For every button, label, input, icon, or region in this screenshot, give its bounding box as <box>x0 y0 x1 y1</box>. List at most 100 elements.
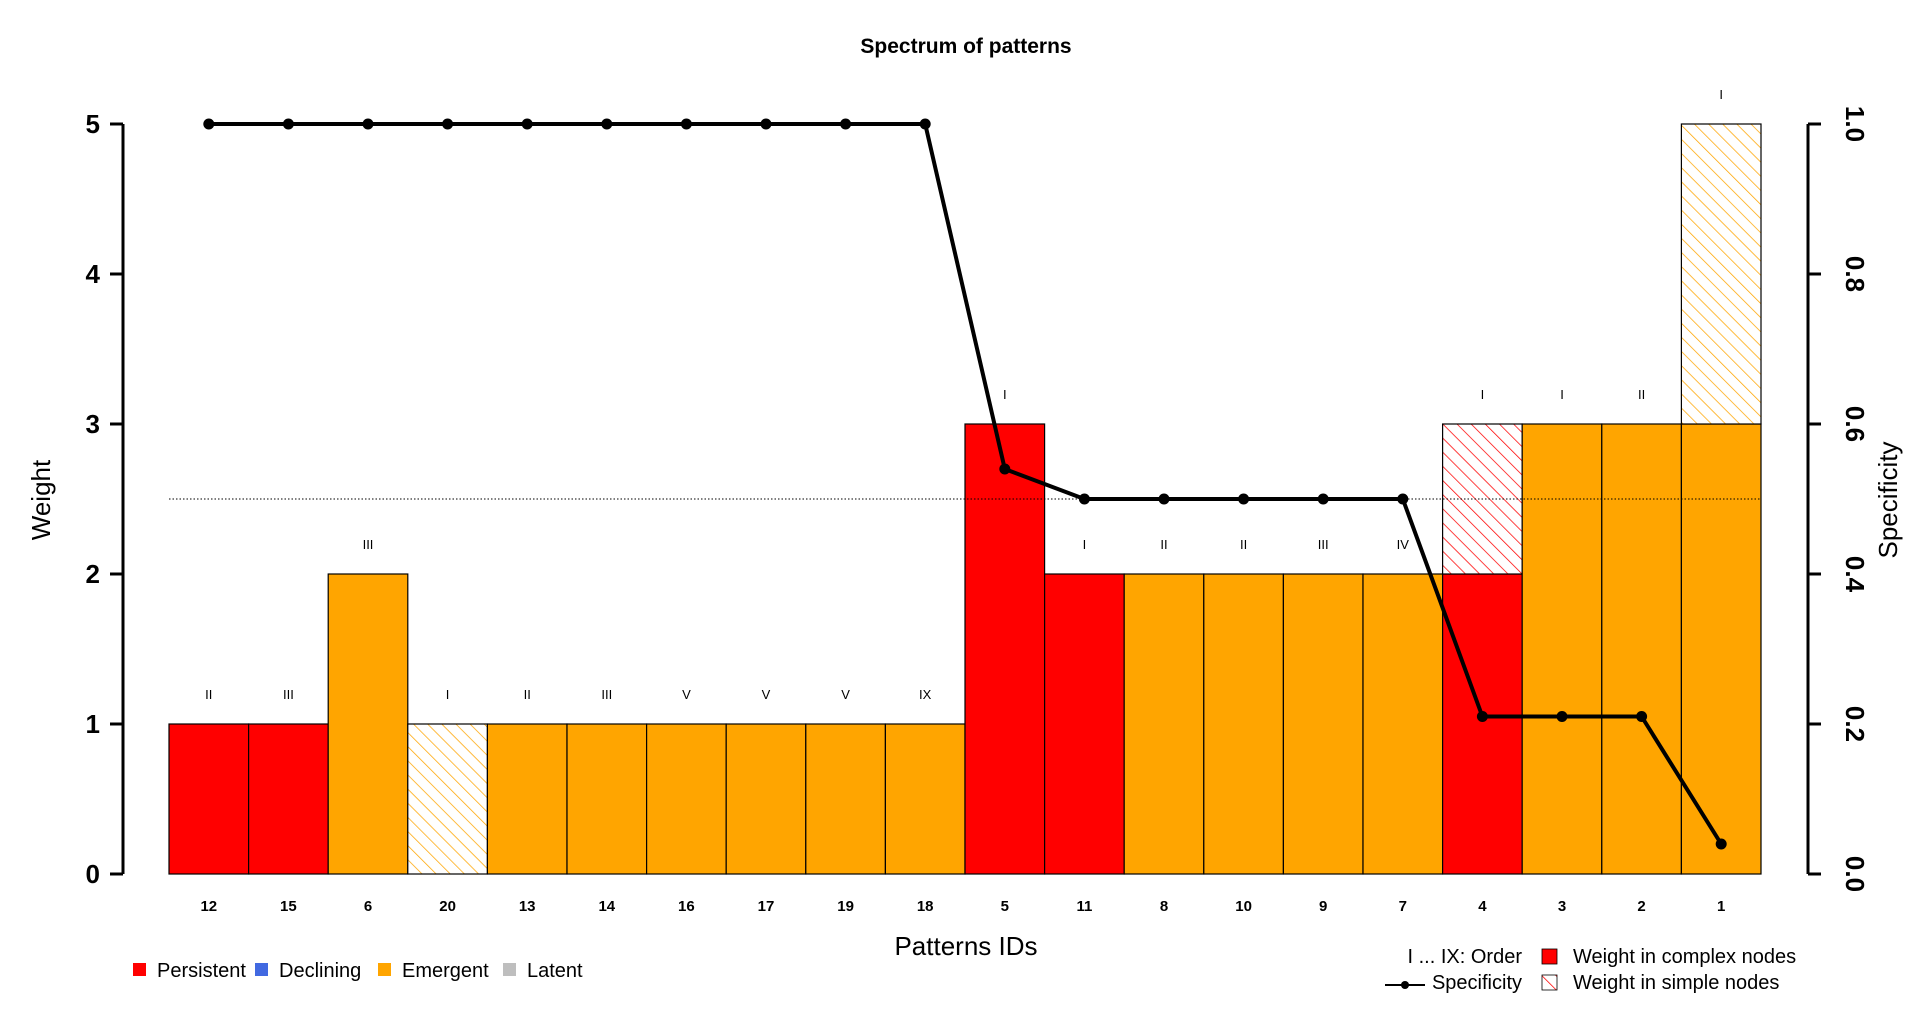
bar-complex-18 <box>884 723 966 875</box>
specificity-point-5 <box>999 463 1011 475</box>
legend-specificity-label: Specificity <box>1432 972 1522 994</box>
order-label-4: I <box>1481 387 1485 402</box>
y2-tick-label-0.0: 0.0 <box>1840 856 1870 892</box>
specificity-point-8 <box>1158 493 1170 505</box>
x-tick-label-9: 9 <box>1319 898 1327 915</box>
y2-tick-label-1.0: 1.0 <box>1840 106 1870 142</box>
x-tick-label-5: 5 <box>1001 898 1009 915</box>
bar-simple-20 <box>407 723 488 875</box>
bar-complex-1 <box>1680 423 1762 875</box>
x-tick-label-2: 2 <box>1637 898 1645 915</box>
x-tick-label-13: 13 <box>519 898 536 915</box>
y2-tick-label-0.8: 0.8 <box>1840 256 1870 292</box>
x-tick-labels-group: 12 15 6 20 13 14 16 17 19 18 5 11 8 10 9 7 4 3 2 1 <box>200 898 1725 915</box>
x-tick-label-1: 1 <box>1717 898 1725 915</box>
y2-tick-label-0.6: 0.6 <box>1840 406 1870 442</box>
specificity-point-3 <box>1556 711 1568 722</box>
bar-complex-13 <box>486 723 568 875</box>
bar-simple-1 <box>1680 123 1762 425</box>
y-axis-label: Weight <box>26 459 56 540</box>
right-y-axis: 0.0 0.2 0.4 0.6 0.8 1.0 <box>1806 106 1870 892</box>
bar-complex-9 <box>1282 573 1364 875</box>
y-tick-label-1: 1 <box>86 709 100 739</box>
order-label-5: I <box>1003 387 1007 402</box>
bar-complex-19 <box>805 723 886 875</box>
order-label-2: II <box>1638 387 1645 402</box>
bar-complex-4 <box>1441 573 1523 875</box>
legend-complex-label: Weight in complex nodes <box>1573 946 1796 968</box>
specificity-point-10 <box>1238 493 1250 505</box>
x-tick-label-19: 19 <box>837 898 854 915</box>
specificity-point-1 <box>1715 838 1727 850</box>
x-axis-label: Patterns IDs <box>894 931 1037 961</box>
specificity-point-2 <box>1636 711 1648 722</box>
bar-complex-3 <box>1521 423 1603 875</box>
specificity-point-9 <box>1317 493 1329 505</box>
legend-label-persistent: Persistent <box>157 960 246 982</box>
x-tick-label-20: 20 <box>439 898 456 915</box>
order-label-13: II <box>524 687 531 702</box>
bar-complex-17 <box>725 723 807 875</box>
legend-swatch-persistent <box>133 963 146 976</box>
order-label-12: II <box>205 687 212 702</box>
bar-complex-6 <box>327 573 409 875</box>
legend-swatch-emergent <box>378 963 391 976</box>
bar-complex-16 <box>645 723 727 875</box>
specificity-point-18 <box>919 118 931 130</box>
specificity-point-13 <box>521 118 533 130</box>
specificity-point-11 <box>1078 493 1090 505</box>
order-label-17: V <box>762 687 771 702</box>
bar-complex-14 <box>566 723 648 875</box>
x-tick-label-4: 4 <box>1478 898 1487 915</box>
x-tick-label-16: 16 <box>678 898 695 915</box>
x-tick-label-6: 6 <box>364 898 372 915</box>
x-tick-label-7: 7 <box>1399 898 1407 915</box>
y2-tick-label-0.4: 0.4 <box>1840 556 1870 593</box>
order-label-15: III <box>283 687 294 702</box>
specificity-point-19 <box>840 118 852 130</box>
y-tick-label-0: 0 <box>86 859 100 889</box>
x-tick-label-11: 11 <box>1076 898 1092 915</box>
legend-label-emergent: Emergent <box>402 960 489 982</box>
bar-complex-5 <box>964 423 1046 875</box>
order-label-9: III <box>1318 537 1329 552</box>
x-tick-label-18: 18 <box>917 898 934 915</box>
legend-simple-swatch <box>1541 974 1558 991</box>
x-tick-label-17: 17 <box>758 898 775 915</box>
specificity-line-group <box>203 118 1727 850</box>
order-label-18: IX <box>919 687 932 702</box>
legend-label-declining: Declining <box>279 960 361 982</box>
x-tick-label-10: 10 <box>1235 898 1252 915</box>
chart-title: Spectrum of patterns <box>860 35 1071 58</box>
legend-order-key: I ... IX: Order <box>1408 946 1523 968</box>
bar-complex-2 <box>1601 423 1683 875</box>
order-label-6: III <box>363 537 374 552</box>
legend-simple-label: Weight in simple nodes <box>1573 972 1779 994</box>
order-label-11: I <box>1083 537 1087 552</box>
specificity-line <box>208 122 1723 846</box>
specificity-point-15 <box>282 118 294 130</box>
y2-axis-label: Specificity <box>1873 441 1903 558</box>
bar-complex-12 <box>168 723 250 875</box>
x-tick-label-3: 3 <box>1558 898 1566 915</box>
x-tick-label-12: 12 <box>200 898 217 915</box>
order-label-1: I <box>1719 87 1723 102</box>
x-tick-label-8: 8 <box>1160 898 1168 915</box>
y-tick-label-2: 2 <box>86 559 100 589</box>
legend-right: I ... IX: Order Specificity Weight in co… <box>1385 946 1796 994</box>
order-label-10: II <box>1240 537 1247 552</box>
bar-complex-11 <box>1043 573 1125 875</box>
legend-label-latent: Latent <box>527 960 583 982</box>
specificity-point-4 <box>1476 711 1488 722</box>
order-label-7: IV <box>1397 537 1410 552</box>
specificity-point-7 <box>1397 493 1409 505</box>
specificity-point-6 <box>362 118 374 130</box>
order-label-20: I <box>446 687 450 702</box>
bar-complex-15 <box>248 723 329 875</box>
specificity-point-12 <box>203 118 215 130</box>
y-tick-label-5: 5 <box>86 109 100 139</box>
specificity-point-17 <box>760 118 772 130</box>
